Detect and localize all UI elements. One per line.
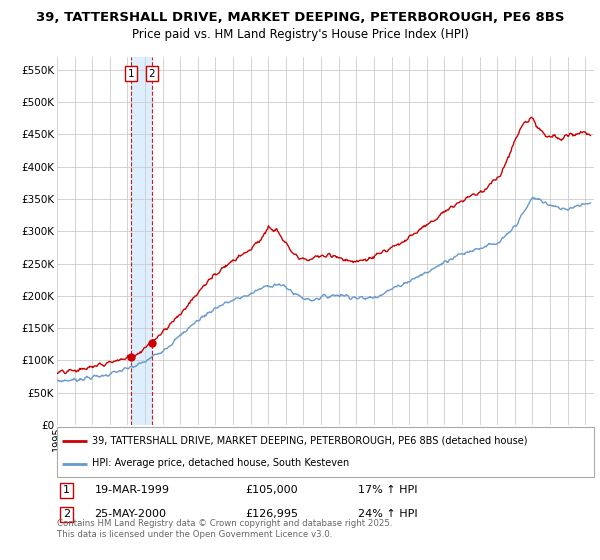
Text: 24% ↑ HPI: 24% ↑ HPI xyxy=(358,509,418,519)
Text: 39, TATTERSHALL DRIVE, MARKET DEEPING, PETERBOROUGH, PE6 8BS (detached house): 39, TATTERSHALL DRIVE, MARKET DEEPING, P… xyxy=(92,436,527,446)
Text: 19-MAR-1999: 19-MAR-1999 xyxy=(95,486,170,496)
FancyBboxPatch shape xyxy=(57,427,594,477)
Text: £105,000: £105,000 xyxy=(245,486,298,496)
Bar xyxy=(131,57,152,425)
Text: HPI: Average price, detached house, South Kesteven: HPI: Average price, detached house, Sout… xyxy=(92,459,349,469)
Text: £126,995: £126,995 xyxy=(245,509,298,519)
Text: 25-MAY-2000: 25-MAY-2000 xyxy=(95,509,167,519)
Text: Price paid vs. HM Land Registry's House Price Index (HPI): Price paid vs. HM Land Registry's House … xyxy=(131,28,469,41)
Text: 17% ↑ HPI: 17% ↑ HPI xyxy=(358,486,417,496)
Text: 1: 1 xyxy=(128,68,134,78)
Text: 2: 2 xyxy=(149,68,155,78)
Text: Contains HM Land Registry data © Crown copyright and database right 2025.
This d: Contains HM Land Registry data © Crown c… xyxy=(57,520,392,539)
Text: 39, TATTERSHALL DRIVE, MARKET DEEPING, PETERBOROUGH, PE6 8BS: 39, TATTERSHALL DRIVE, MARKET DEEPING, P… xyxy=(36,11,564,24)
Text: 2: 2 xyxy=(63,509,70,519)
Text: 1: 1 xyxy=(63,486,70,496)
